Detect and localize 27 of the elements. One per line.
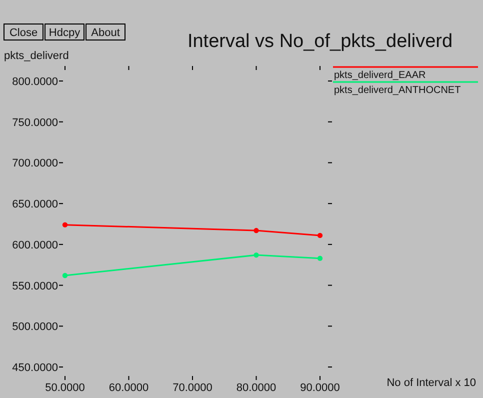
text: pkts_deliverd_EAAR xyxy=(334,70,426,81)
x-tick-label: 80.0000 xyxy=(236,382,276,394)
y-tick-label: 550.0000 xyxy=(12,280,58,292)
y-tick-label: 650.0000 xyxy=(12,198,58,211)
text: Hdcpy xyxy=(48,27,81,39)
point xyxy=(254,228,259,234)
y-tick-label: 800.0000 xyxy=(12,76,58,88)
text: About xyxy=(91,27,120,39)
y-axis-title: pkts_deliverd xyxy=(4,50,69,62)
x-tick-label: 70.0000 xyxy=(172,382,212,394)
y-tick-label: 450.0000 xyxy=(12,362,58,374)
x-tick-label: 50.0000 xyxy=(45,382,85,394)
point xyxy=(62,272,68,278)
y-tick-label: 700.0000 xyxy=(12,158,58,170)
y-tick-label: 750.0000 xyxy=(12,116,58,129)
text: Close xyxy=(9,27,38,39)
chart-title: Interval vs No_of_pkts_deliverd xyxy=(187,31,453,52)
point xyxy=(317,232,323,238)
text: pkts_deliverd_ANTHOCNET xyxy=(334,85,461,96)
x-tick-label: 90.0000 xyxy=(300,382,340,394)
y-tick-label: 500.0000 xyxy=(12,321,58,334)
x-tick-label: 60.0000 xyxy=(108,382,149,394)
point xyxy=(317,256,323,261)
point xyxy=(62,222,68,228)
point xyxy=(254,252,259,258)
y-tick-label: 600.0000 xyxy=(12,239,58,252)
x-axis-title: No of Interval x 10 xyxy=(386,377,476,389)
